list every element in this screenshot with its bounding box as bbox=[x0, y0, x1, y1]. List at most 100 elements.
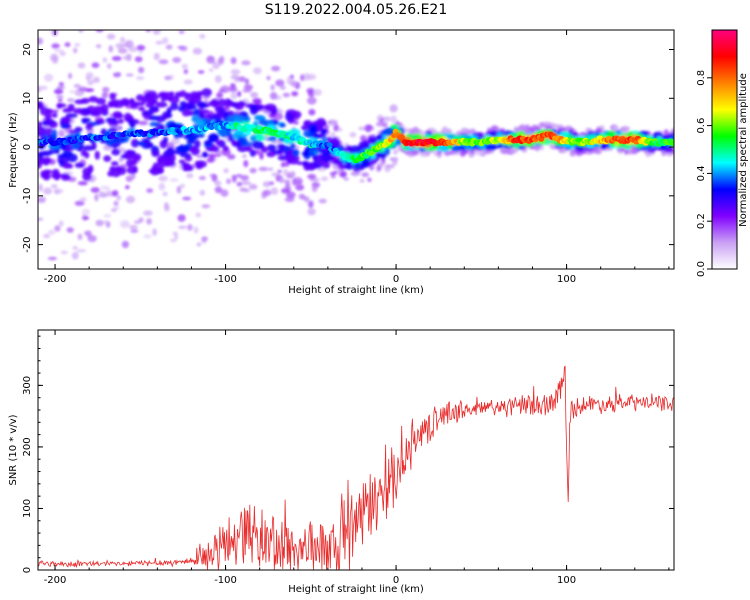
spectrogram-cell bbox=[81, 208, 91, 216]
spectrogram-cell bbox=[137, 106, 146, 111]
spectrogram-cell bbox=[179, 90, 187, 98]
spectrogram-cell bbox=[62, 163, 74, 169]
spectrogram-cell bbox=[330, 120, 336, 127]
spectrogram-cell bbox=[613, 125, 619, 132]
spectrogram-cell bbox=[320, 154, 333, 163]
colorbar-tick-label: 0.4 bbox=[696, 165, 707, 181]
spectrogram-cell bbox=[149, 105, 159, 112]
spectrogram-cell bbox=[106, 63, 112, 69]
spectrogram-cell bbox=[102, 86, 110, 93]
spectrogram-cell bbox=[201, 88, 212, 97]
colorbar-frame bbox=[711, 29, 738, 270]
spectrogram-cell bbox=[275, 79, 285, 87]
spectrogram-cell bbox=[113, 200, 119, 207]
spectrogram-cell bbox=[217, 129, 228, 136]
spectrogram-cell bbox=[212, 62, 220, 70]
spectrogram-cell bbox=[393, 156, 399, 162]
spectrogram-cell bbox=[77, 181, 88, 186]
spectrogram-cell bbox=[58, 220, 64, 227]
spectrogram-cell bbox=[226, 116, 236, 124]
spectrogram-cell bbox=[179, 101, 187, 108]
spectrogram-cell bbox=[208, 155, 216, 159]
spectrogram-cell bbox=[130, 229, 139, 233]
y-tick-label: -20 bbox=[22, 236, 33, 252]
spectrogram-cell bbox=[308, 109, 316, 116]
spectrogram-cell bbox=[170, 138, 181, 145]
spectrogram-cell bbox=[390, 115, 397, 124]
spectrogram-y-ticks: -20 -10 0 10 20 bbox=[22, 43, 674, 253]
spectrogram-cell bbox=[54, 188, 64, 194]
spectrogram-cell bbox=[227, 154, 236, 160]
spectrogram-cell bbox=[227, 136, 235, 142]
spectrogram-cell bbox=[210, 98, 219, 108]
spectrogram-cell bbox=[159, 139, 168, 149]
spectrogram-cell bbox=[307, 173, 317, 180]
spectrogram-cell bbox=[230, 69, 241, 75]
spectrogram-cell bbox=[199, 34, 206, 39]
spectrogram-cell bbox=[282, 169, 289, 176]
y-tick-label: 10 bbox=[22, 92, 33, 105]
y-tick-label: 200 bbox=[22, 437, 33, 456]
spectrogram-cell bbox=[54, 88, 64, 95]
spectrogram-cell bbox=[316, 118, 326, 125]
spectrogram-cell bbox=[38, 217, 44, 221]
spectrogram-cell bbox=[349, 145, 362, 153]
spectrogram-cell bbox=[51, 56, 59, 64]
spectrogram-cell bbox=[231, 175, 237, 183]
spectrogram-cell bbox=[179, 153, 192, 158]
spectrogram-x-axis-label: Height of straight line (km) bbox=[288, 285, 424, 296]
spectrogram-cell bbox=[146, 188, 154, 193]
spectrogram-cell bbox=[54, 225, 61, 232]
spectrogram-cell bbox=[155, 101, 168, 108]
spectrogram-cell bbox=[312, 154, 318, 160]
spectrogram-cell bbox=[116, 195, 121, 201]
spectrogram-cell bbox=[600, 142, 608, 150]
spectrogram-cell bbox=[152, 30, 161, 35]
spectrogram-cell bbox=[62, 150, 73, 158]
spectrogram-cell bbox=[270, 84, 275, 91]
spectrogram-cell bbox=[433, 150, 438, 156]
spectrogram-cell bbox=[194, 139, 201, 149]
spectrogram-cell bbox=[204, 140, 212, 145]
spectrogram-cell bbox=[176, 185, 182, 194]
spectrogram-cell bbox=[230, 92, 238, 100]
spectrogram-cell bbox=[462, 129, 471, 134]
spectrogram-cell bbox=[230, 57, 237, 65]
spectrogram-cell bbox=[81, 107, 91, 115]
spectrogram-cell bbox=[226, 178, 232, 185]
spectrogram-cell bbox=[279, 122, 286, 128]
spectrogram-cell bbox=[311, 185, 318, 193]
spectrogram-cell bbox=[249, 167, 257, 174]
spectrogram-cell bbox=[153, 52, 160, 61]
spectrogram-cell bbox=[195, 212, 201, 218]
spectrogram-cell bbox=[187, 104, 197, 110]
spectrogram-cell bbox=[94, 150, 101, 160]
spectrogram-cell bbox=[128, 119, 135, 126]
spectrogram-cell bbox=[108, 45, 114, 53]
spectrogram-cell bbox=[289, 79, 297, 86]
spectrogram-cell bbox=[175, 146, 186, 151]
spectrogram-cell bbox=[178, 225, 187, 229]
spectrogram-cell bbox=[132, 153, 142, 161]
spectrogram-cell bbox=[109, 166, 116, 173]
snr-y-axis-label: SNR (10 * v/v) bbox=[8, 414, 19, 485]
spectrogram-cell bbox=[155, 166, 164, 175]
spectrogram-cell bbox=[168, 18, 175, 24]
colorbar-ticks: 0.0 0.2 0.4 0.6 0.8 bbox=[696, 70, 712, 277]
spectrogram-cell bbox=[73, 84, 82, 88]
spectrogram-ridge-cell bbox=[363, 153, 370, 159]
colorbar-label: Normalized spectral amplitude bbox=[738, 73, 749, 227]
spectrogram-cell bbox=[287, 156, 293, 165]
spectrogram-cell bbox=[376, 134, 383, 141]
spectrogram-cell bbox=[307, 208, 316, 216]
spectrogram-cell bbox=[223, 105, 230, 111]
spectrogram-cell bbox=[217, 98, 227, 108]
spectrogram-cell bbox=[220, 85, 231, 93]
spectrogram-cell bbox=[57, 98, 63, 103]
spectrogram-cell bbox=[143, 234, 152, 239]
chart-title: S119.2022.004.05.26.E21 bbox=[265, 2, 448, 18]
spectrogram-cell bbox=[292, 148, 300, 157]
spectrogram-cell bbox=[38, 37, 44, 45]
spectrogram-cell bbox=[186, 173, 194, 179]
